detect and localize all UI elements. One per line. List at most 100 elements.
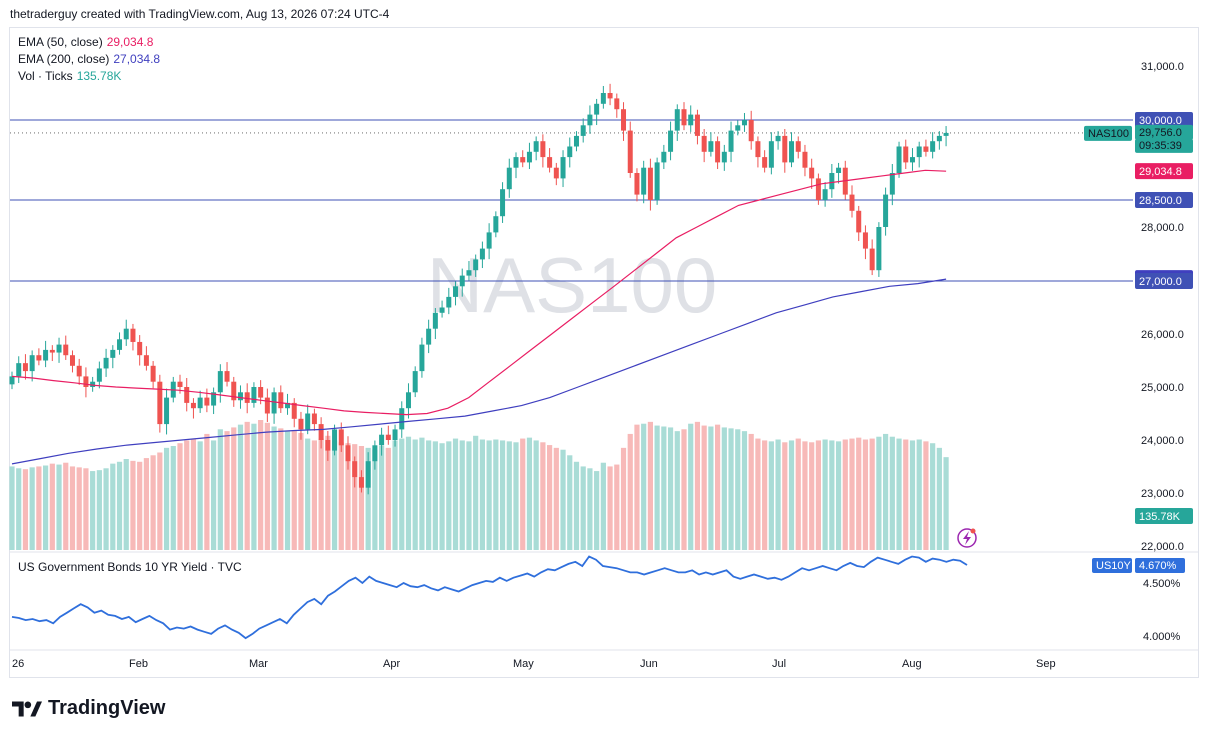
candle-body xyxy=(647,167,653,200)
volume-bar xyxy=(379,446,385,550)
bar-countdown-tag: 09:35:39 xyxy=(1139,140,1182,152)
candle-body xyxy=(9,376,15,385)
candle-body xyxy=(184,387,190,403)
price-axis-tick: 31,000.0 xyxy=(1141,61,1184,73)
candle-body xyxy=(190,402,196,409)
volume-bar xyxy=(560,449,566,550)
volume-bar xyxy=(634,424,640,550)
volume-bar xyxy=(211,440,217,550)
candle-body xyxy=(540,141,546,158)
volume-bar xyxy=(526,437,533,550)
candle-body xyxy=(681,109,687,126)
candle-body xyxy=(325,440,331,451)
candle-body xyxy=(903,146,909,163)
candle-body xyxy=(493,216,499,233)
symbol-watermark: NAS100 xyxy=(427,241,718,329)
volume-bar xyxy=(311,440,317,550)
volume-bar xyxy=(298,433,304,550)
volume-bar xyxy=(762,440,768,550)
candle-body xyxy=(661,151,667,163)
legend-ema200[interactable]: EMA (200, close) 27,034.8 xyxy=(18,52,160,66)
candle-body xyxy=(338,429,344,446)
candle-body xyxy=(56,344,62,353)
candle-body xyxy=(607,93,613,99)
us10y-value-tag: 4.670% xyxy=(1139,560,1177,572)
candle-body xyxy=(923,146,929,152)
candle-body xyxy=(829,173,835,190)
candle-body xyxy=(439,307,445,313)
legend-volume-label: Vol · Ticks xyxy=(18,69,73,83)
candle-body xyxy=(943,132,949,136)
volume-bar xyxy=(36,466,42,550)
candle-body xyxy=(486,232,492,249)
symbol-tag: NAS100 xyxy=(1088,128,1129,140)
volume-bar xyxy=(466,441,472,550)
volume-bar xyxy=(22,469,29,550)
volume-bar xyxy=(889,436,895,550)
time-axis-label: Feb xyxy=(129,658,148,670)
candle-body xyxy=(621,109,627,131)
candle-body xyxy=(614,98,620,110)
volume-bar xyxy=(936,447,942,550)
candle-body xyxy=(748,120,754,142)
volume-bar xyxy=(284,431,291,550)
candle-body xyxy=(594,103,600,115)
time-axis-label: Aug xyxy=(902,658,922,670)
volume-bar xyxy=(419,437,425,550)
volume-bar xyxy=(499,440,506,550)
legend-yield[interactable]: US Government Bonds 10 YR Yield · TVC xyxy=(18,560,242,574)
tradingview-footer[interactable]: TradingView xyxy=(12,697,165,720)
volume-bar xyxy=(667,427,674,550)
volume-bar xyxy=(748,433,754,550)
volume-bar xyxy=(520,438,526,550)
candle-body xyxy=(29,355,35,372)
candle-body xyxy=(63,344,69,356)
volume-bar xyxy=(896,438,902,550)
candle-body xyxy=(164,397,170,425)
volume-bar xyxy=(9,466,15,550)
volume-bar xyxy=(479,439,485,550)
volume-bar xyxy=(204,433,210,550)
candle-body xyxy=(379,434,385,446)
volume-bar xyxy=(674,431,680,550)
time-axis-label: Jun xyxy=(640,658,658,670)
legend-volume[interactable]: Vol · Ticks 135.78K xyxy=(18,69,121,83)
volume-bar xyxy=(224,431,230,550)
price-axis-tick: 24,000.0 xyxy=(1141,435,1184,447)
candle-body xyxy=(211,392,217,406)
volume-bar xyxy=(83,468,89,550)
legend-ema50[interactable]: EMA (50, close) 29,034.8 xyxy=(18,35,153,49)
volume-bar xyxy=(715,424,721,550)
volume-bar xyxy=(157,452,163,550)
volume-bar xyxy=(123,459,129,550)
volume-bar xyxy=(782,442,788,550)
volume-bar xyxy=(768,441,774,550)
candle-body xyxy=(580,125,586,136)
candle-body xyxy=(883,194,889,227)
candle-body xyxy=(258,387,264,398)
volume-bar xyxy=(822,439,828,550)
volume-bar xyxy=(56,464,62,550)
candle-body xyxy=(197,397,203,409)
price-axis-tick: 28,000.0 xyxy=(1141,222,1184,234)
volume-bar xyxy=(116,461,123,550)
candle-body xyxy=(150,365,156,382)
volume-bar xyxy=(540,442,546,550)
tradingview-brand: TradingView xyxy=(48,697,166,719)
candle-body xyxy=(36,355,42,361)
time-axis-label: Jul xyxy=(772,658,786,670)
candlesticks xyxy=(9,83,949,495)
candle-body xyxy=(345,445,351,462)
candle-body xyxy=(641,167,647,195)
candle-body xyxy=(412,371,418,393)
volume-bar xyxy=(412,439,418,550)
candle-body xyxy=(426,328,432,345)
alert-lightning-icon[interactable] xyxy=(957,528,977,548)
candle-body xyxy=(506,167,512,190)
time-axis-label: Sep xyxy=(1036,658,1056,670)
candle-body xyxy=(285,402,291,409)
candle-body xyxy=(634,173,640,195)
candle-body xyxy=(708,141,714,152)
volume-bar xyxy=(244,421,250,550)
